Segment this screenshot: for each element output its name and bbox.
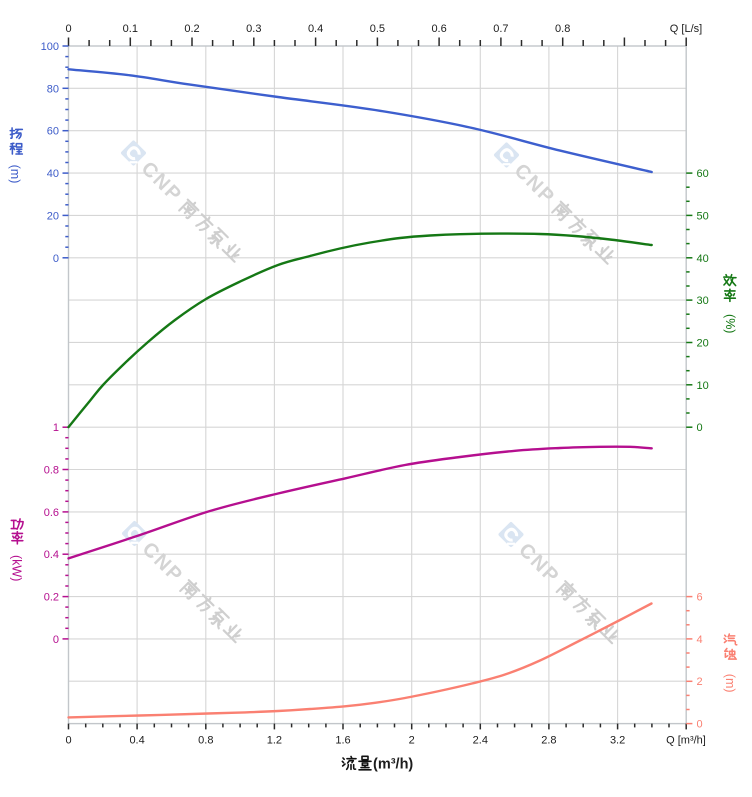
svg-text:(m³/h): (m³/h) xyxy=(373,757,413,773)
svg-text:CNP: CNP xyxy=(514,539,564,589)
svg-text:CNP: CNP xyxy=(137,158,187,208)
svg-text:0: 0 xyxy=(65,735,71,747)
svg-text:0.4: 0.4 xyxy=(44,549,59,561)
svg-text:0: 0 xyxy=(53,634,59,646)
svg-text:1.6: 1.6 xyxy=(335,735,350,747)
svg-text:CNP: CNP xyxy=(138,538,188,588)
svg-text:30: 30 xyxy=(697,295,709,307)
svg-text:0.8: 0.8 xyxy=(198,735,213,747)
svg-text:0.2: 0.2 xyxy=(184,23,199,35)
svg-text:2.8: 2.8 xyxy=(541,735,556,747)
svg-text:2.4: 2.4 xyxy=(473,735,488,747)
svg-text:0: 0 xyxy=(697,719,703,731)
svg-text:40: 40 xyxy=(47,168,59,180)
svg-text:100: 100 xyxy=(41,41,59,53)
svg-text:0.5: 0.5 xyxy=(370,23,385,35)
svg-text:CNP: CNP xyxy=(510,160,560,210)
svg-text:0.4: 0.4 xyxy=(308,23,323,35)
svg-text:0: 0 xyxy=(697,422,703,434)
svg-text:0.8: 0.8 xyxy=(555,23,570,35)
svg-text:2: 2 xyxy=(409,735,415,747)
svg-text:0.3: 0.3 xyxy=(246,23,261,35)
svg-text:Q [L/s]: Q [L/s] xyxy=(670,23,702,35)
svg-text:0.2: 0.2 xyxy=(44,592,59,604)
svg-text:0.4: 0.4 xyxy=(129,735,144,747)
svg-text:(kW): (kW) xyxy=(10,555,24,581)
svg-text:80: 80 xyxy=(47,83,59,95)
svg-text:(m): (m) xyxy=(8,165,22,184)
svg-text:0.8: 0.8 xyxy=(44,465,59,477)
svg-text:1.2: 1.2 xyxy=(267,735,282,747)
svg-text:0.7: 0.7 xyxy=(493,23,508,35)
svg-text:Q [m³/h]: Q [m³/h] xyxy=(666,735,706,747)
svg-text:1: 1 xyxy=(53,422,59,434)
svg-text:20: 20 xyxy=(47,210,59,222)
svg-text:60: 60 xyxy=(697,168,709,180)
svg-text:0.6: 0.6 xyxy=(431,23,446,35)
svg-text:0: 0 xyxy=(53,253,59,265)
svg-text:4: 4 xyxy=(697,634,703,646)
svg-text:40: 40 xyxy=(697,253,709,265)
svg-text:3.2: 3.2 xyxy=(610,735,625,747)
svg-text:(m): (m) xyxy=(723,674,737,693)
svg-text:0.6: 0.6 xyxy=(44,507,59,519)
svg-text:0.1: 0.1 xyxy=(123,23,138,35)
svg-text:2: 2 xyxy=(697,676,703,688)
svg-text:50: 50 xyxy=(697,210,709,222)
svg-text:(%): (%) xyxy=(723,314,737,333)
svg-text:60: 60 xyxy=(47,126,59,138)
svg-text:10: 10 xyxy=(697,380,709,392)
svg-text:0: 0 xyxy=(65,23,71,35)
svg-text:20: 20 xyxy=(697,337,709,349)
svg-text:6: 6 xyxy=(697,592,703,604)
